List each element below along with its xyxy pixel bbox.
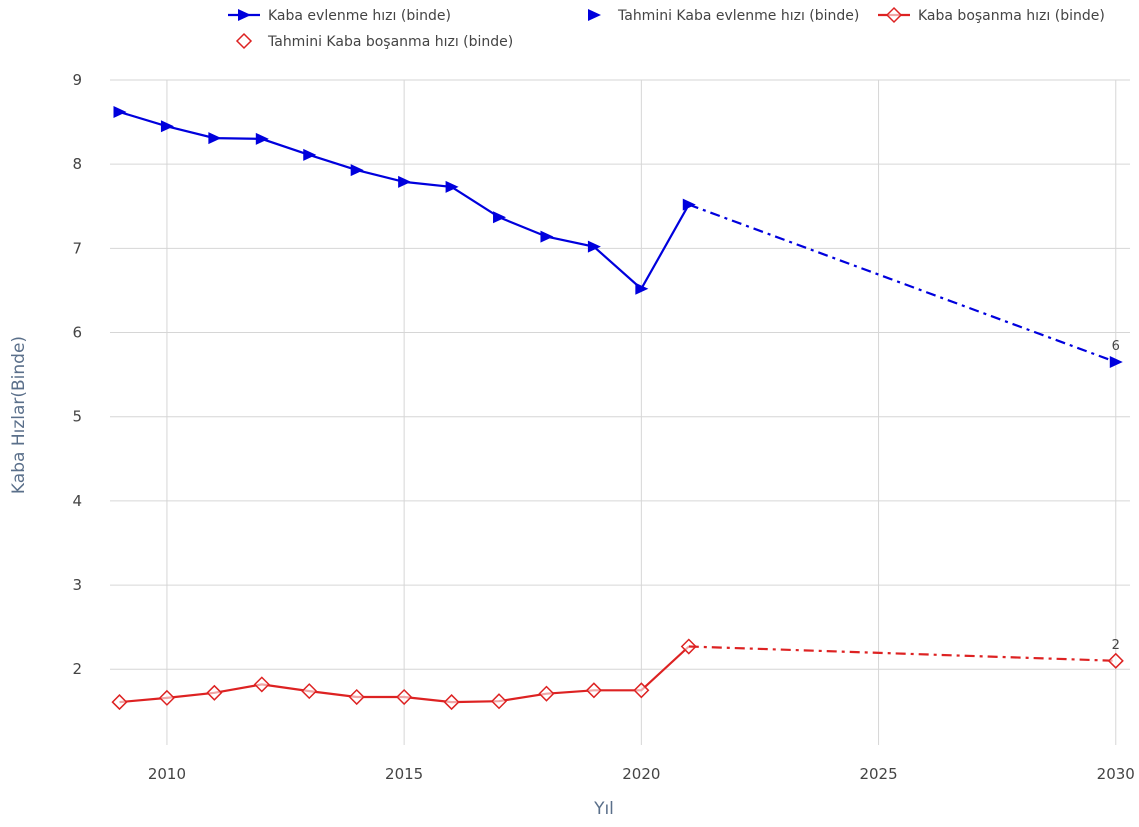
x-tick-label: 2020 xyxy=(622,765,660,783)
y-axis-title: Kaba Hızlar(Binde) xyxy=(9,336,29,494)
y-tick-label: 3 xyxy=(72,576,82,594)
legend-marker xyxy=(885,6,903,24)
data-point xyxy=(396,688,413,706)
data-point xyxy=(303,148,317,161)
legend-item: Tahmini Kaba evlenme hızı (binde) xyxy=(588,8,859,24)
legend-marker xyxy=(235,32,253,50)
y-tick-label: 5 xyxy=(72,408,82,426)
legend-marker xyxy=(588,9,601,21)
data-point xyxy=(206,684,223,701)
y-tick-label: 4 xyxy=(72,492,82,510)
data-point xyxy=(633,682,650,699)
legend: Kaba evlenme hızı (binde) Tahmini Kaba ev… xyxy=(228,6,1105,50)
x-tick-label: 2015 xyxy=(385,765,423,783)
data-point xyxy=(445,180,459,193)
data-point xyxy=(111,694,128,711)
x-tick-label: 2010 xyxy=(148,765,186,783)
data-point xyxy=(253,676,270,693)
legend-label: Tahmini Kaba evlenme hızı (binde) xyxy=(617,8,859,24)
data-label: 2 xyxy=(1112,638,1120,653)
data-point xyxy=(1107,652,1124,669)
legend-item: Tahmini Kaba boşanma hızı (binde) xyxy=(235,32,513,50)
data-point xyxy=(635,282,649,295)
legend-item: Kaba evlenme hızı (binde) xyxy=(228,8,451,24)
y-tick-label: 9 xyxy=(72,71,82,89)
data-point xyxy=(348,688,365,706)
data-point xyxy=(490,693,508,710)
legend-label: Kaba boşanma hızı (binde) xyxy=(918,8,1105,24)
y-tick-label: 6 xyxy=(72,324,82,342)
series-1: 6 xyxy=(688,203,1123,368)
series-line xyxy=(688,645,1116,662)
data-point xyxy=(398,175,412,188)
series-2 xyxy=(111,638,697,711)
y-tick-label: 2 xyxy=(72,660,82,678)
legend-marker xyxy=(238,9,251,21)
x-tick-label: 2030 xyxy=(1097,765,1135,783)
data-point xyxy=(208,132,222,145)
x-axis-ticks: 2010 2015 2020 2025 2030 xyxy=(148,765,1135,783)
data-point xyxy=(301,683,318,700)
data-point xyxy=(540,230,554,243)
data-label: 6 xyxy=(1112,339,1120,354)
data-point xyxy=(538,685,555,702)
series-3: 2 xyxy=(688,638,1124,669)
y-axis-ticks: 2 3 4 5 6 7 8 9 xyxy=(72,71,82,678)
data-point xyxy=(443,694,460,711)
legend-label: Tahmini Kaba boşanma hızı (binde) xyxy=(267,34,513,50)
y-tick-label: 8 xyxy=(72,155,82,173)
data-point xyxy=(493,211,507,224)
legend-label: Kaba evlenme hızı (binde) xyxy=(268,8,451,24)
data-point xyxy=(585,682,602,699)
series-layer: 62 xyxy=(111,105,1124,711)
y-tick-label: 7 xyxy=(72,239,82,257)
data-point xyxy=(255,132,269,145)
data-point xyxy=(680,638,697,655)
legend-item: Kaba boşanma hızı (binde) xyxy=(878,6,1105,24)
x-tick-label: 2025 xyxy=(859,765,897,783)
data-point xyxy=(158,689,175,706)
data-point xyxy=(1109,355,1123,368)
data-point xyxy=(350,164,364,177)
data-point xyxy=(587,240,601,253)
series-line xyxy=(688,203,1117,364)
data-point xyxy=(160,120,174,133)
x-axis-title: Yıl xyxy=(593,799,614,819)
data-point xyxy=(113,105,127,118)
series-0 xyxy=(113,105,696,295)
grid-lines xyxy=(110,79,1130,745)
